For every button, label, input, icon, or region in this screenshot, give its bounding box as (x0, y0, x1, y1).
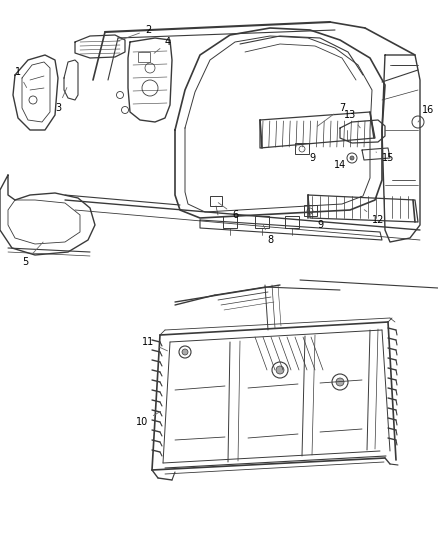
Circle shape (182, 349, 188, 355)
Circle shape (336, 378, 344, 386)
Text: 14: 14 (334, 158, 352, 170)
Text: 16: 16 (418, 105, 434, 122)
Text: 11: 11 (142, 337, 167, 351)
Bar (285, 216, 299, 228)
Bar (138, 52, 150, 62)
Text: 8: 8 (263, 224, 273, 245)
Text: 13: 13 (344, 110, 360, 128)
Text: 6: 6 (218, 203, 238, 220)
Circle shape (276, 366, 284, 374)
Bar (304, 205, 317, 216)
Bar (223, 216, 237, 228)
Text: 2: 2 (118, 25, 151, 41)
Text: 9: 9 (311, 213, 323, 230)
Circle shape (350, 156, 354, 160)
Text: 4: 4 (154, 37, 171, 53)
Text: 12: 12 (364, 209, 384, 225)
Bar (255, 216, 269, 228)
Text: 7: 7 (317, 103, 345, 126)
Text: 5: 5 (22, 242, 43, 267)
Text: 15: 15 (376, 152, 394, 163)
Bar (295, 143, 309, 154)
Text: 9: 9 (304, 150, 315, 163)
Text: 3: 3 (55, 87, 67, 113)
Text: 10: 10 (136, 411, 161, 427)
Bar (210, 196, 222, 206)
Text: 1: 1 (15, 67, 27, 87)
